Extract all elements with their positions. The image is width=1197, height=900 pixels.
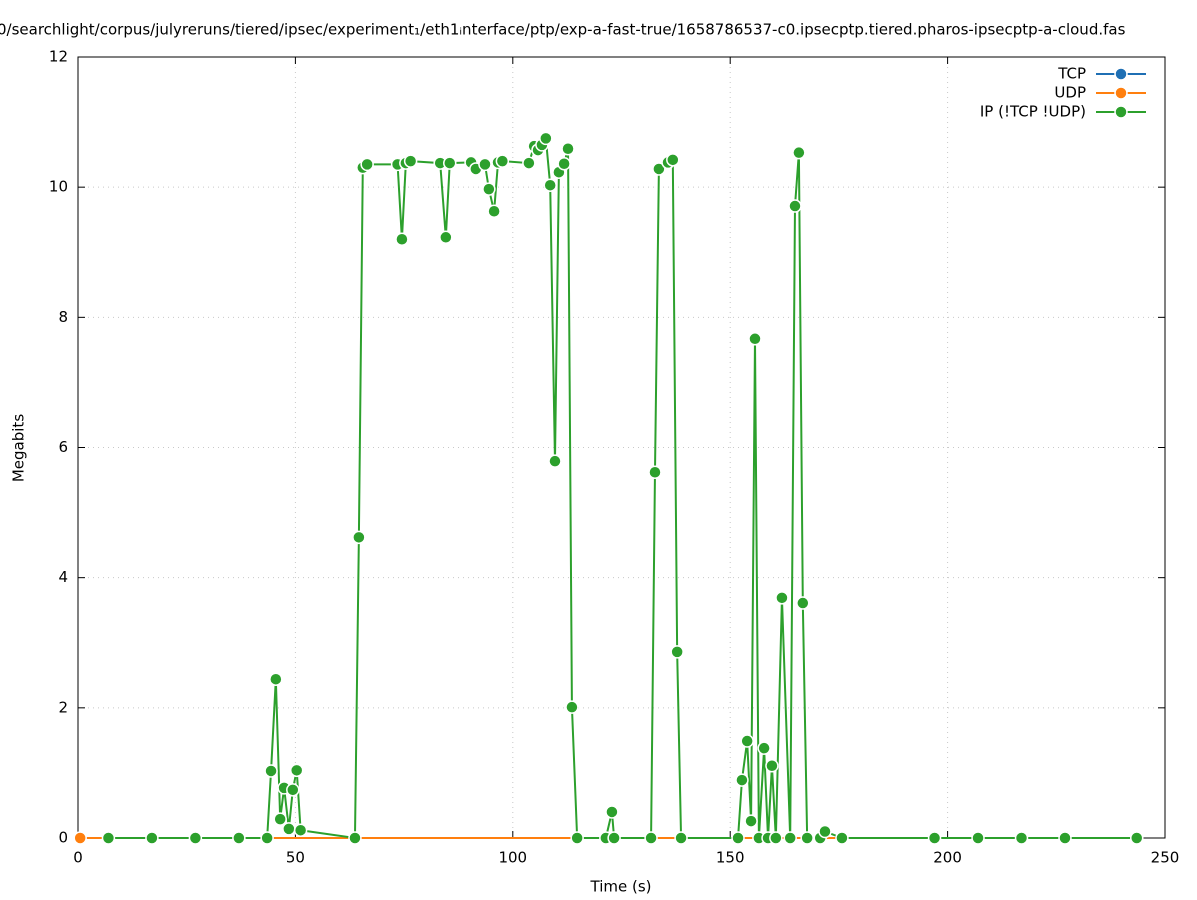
- data-point: [260, 831, 274, 845]
- legend-label: TCP: [1057, 65, 1086, 83]
- y-tick-label: 4: [58, 568, 68, 586]
- data-point: [403, 154, 418, 168]
- data-point: [543, 178, 557, 192]
- data-point: [395, 232, 409, 246]
- y-tick-label: 2: [58, 698, 68, 716]
- data-point: [286, 783, 300, 797]
- data-point: [557, 156, 571, 171]
- x-axis-label: Time (s): [590, 878, 652, 896]
- data-point: [478, 157, 492, 172]
- data-point: [289, 763, 304, 778]
- data-point: [1058, 831, 1072, 845]
- data-point: [495, 154, 510, 168]
- data-point: [740, 734, 754, 748]
- data-point: [788, 199, 802, 213]
- data-point: [796, 596, 810, 610]
- legend-label: UDP: [1054, 84, 1086, 102]
- data-point: [971, 831, 985, 845]
- data-point: [757, 741, 771, 755]
- y-tick-label: 12: [49, 48, 68, 66]
- x-tick-label: 100: [498, 849, 527, 867]
- data-point: [522, 156, 536, 170]
- x-tick-label: 50: [286, 849, 305, 867]
- legend-marker: [1114, 67, 1128, 81]
- data-point: [607, 831, 621, 845]
- y-tick-label: 6: [58, 438, 68, 456]
- data-point: [232, 831, 246, 845]
- legend-label: IP (!TCP !UDP): [980, 103, 1086, 121]
- data-point: [927, 831, 942, 845]
- data-point: [835, 831, 849, 845]
- data-point: [73, 831, 87, 845]
- x-tick-label: 0: [73, 849, 83, 867]
- y-tick-label: 10: [49, 178, 68, 196]
- data-point: [1014, 831, 1029, 845]
- data-point: [352, 530, 366, 545]
- data-point: [264, 764, 278, 778]
- data-point: [769, 831, 783, 845]
- data-point: [652, 162, 666, 176]
- data-point: [269, 672, 283, 686]
- data-point: [648, 465, 662, 479]
- series-line: [108, 135, 1137, 840]
- data-point: [548, 454, 562, 468]
- data-point: [293, 823, 308, 837]
- data-point: [748, 332, 762, 346]
- data-point: [670, 645, 684, 659]
- plot-frame: [77, 56, 1166, 839]
- chart-title: 0/searchlight/corpus/julyreruns/tiered/i…: [0, 21, 1126, 39]
- data-point: [1129, 831, 1144, 845]
- data-point: [666, 153, 680, 167]
- data-point: [439, 230, 453, 245]
- data-point: [792, 145, 806, 160]
- data-point: [775, 591, 789, 605]
- data-point: [360, 157, 374, 172]
- data-point: [735, 773, 749, 787]
- data-point: [145, 831, 159, 845]
- data-point: [765, 759, 779, 773]
- data-point: [565, 700, 579, 714]
- data-point: [482, 182, 496, 196]
- data-point: [783, 831, 797, 845]
- data-point: [539, 131, 553, 146]
- data-point: [744, 814, 758, 828]
- legend-marker: [1114, 105, 1128, 119]
- y-axis-label: Megabits: [10, 414, 28, 482]
- data-point: [487, 204, 501, 218]
- data-point: [818, 824, 832, 839]
- data-point: [561, 142, 575, 156]
- data-point: [443, 156, 457, 170]
- data-point: [348, 831, 362, 845]
- data-point: [644, 831, 658, 845]
- legend-marker: [1114, 86, 1128, 100]
- data-point: [605, 805, 619, 819]
- y-tick-label: 0: [58, 829, 68, 847]
- data-point: [101, 831, 116, 845]
- y-tick-label: 8: [58, 308, 68, 326]
- x-tick-label: 250: [1151, 849, 1180, 867]
- data-point: [674, 831, 688, 845]
- data-point: [570, 831, 584, 845]
- data-point: [800, 831, 814, 845]
- data-point: [282, 822, 296, 836]
- data-point: [273, 812, 287, 826]
- x-tick-label: 200: [933, 849, 962, 867]
- x-tick-label: 150: [716, 849, 745, 867]
- data-point: [188, 831, 203, 845]
- data-point: [731, 831, 745, 845]
